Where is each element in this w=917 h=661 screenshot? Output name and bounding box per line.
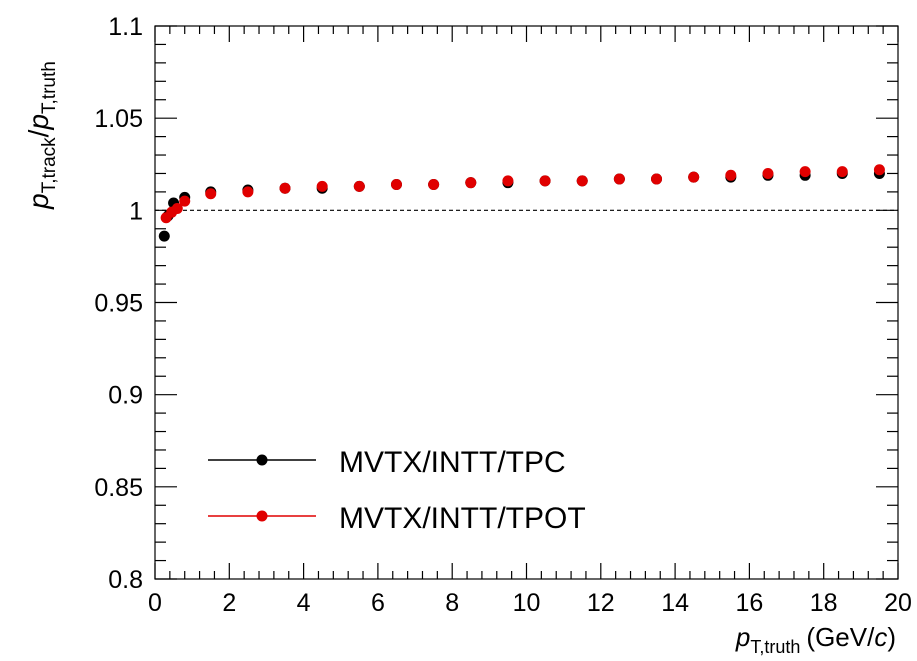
data-point — [799, 166, 811, 178]
data-point — [158, 230, 170, 242]
x-tick-label: 6 — [371, 589, 385, 617]
legend-marker-series-0 — [256, 454, 268, 466]
y-tick-label: 0.95 — [94, 290, 143, 318]
data-point — [539, 175, 551, 187]
x-tick-label: 16 — [735, 589, 763, 617]
x-label-unit-post: ) — [887, 622, 896, 652]
x-tick-label: 8 — [445, 589, 459, 617]
x-tick-label: 0 — [148, 589, 162, 617]
y-tick-label: 0.9 — [108, 382, 143, 410]
data-point — [353, 180, 365, 192]
data-point — [428, 179, 440, 191]
plot-frame — [154, 25, 899, 580]
data-point — [316, 180, 328, 192]
data-point — [836, 166, 848, 178]
data-point — [651, 173, 663, 185]
axis-ticks — [154, 25, 899, 580]
series-layer — [158, 164, 885, 242]
data-point — [688, 171, 700, 183]
x-tick-label: 12 — [587, 589, 615, 617]
x-label-sym: p — [735, 622, 750, 652]
data-point — [179, 195, 191, 207]
y-label-sym1: p — [23, 193, 54, 210]
data-point — [725, 169, 737, 181]
legend-marker-series-1 — [256, 510, 268, 522]
legend: MVTX/INTT/TPC MVTX/INTT/TPOT — [208, 446, 586, 535]
x-label-sub: T,truth — [750, 637, 800, 657]
x-tick-label: 10 — [513, 589, 541, 617]
y-axis-label: pT,track/pT,truth — [23, 61, 60, 210]
data-point — [613, 173, 625, 185]
y-label-sub1: T,track — [39, 137, 60, 193]
y-label-sym2: p — [23, 114, 54, 131]
x-label-unit-pre: (GeV/ — [806, 622, 875, 652]
data-point — [502, 175, 514, 187]
x-tick-label: 14 — [661, 589, 689, 617]
data-point — [762, 167, 774, 179]
tick-labels: 0 2 4 6 8 10 12 14 16 18 20 0.8 0.85 0.9 0.95 1 1.05 1.1 — [94, 13, 912, 617]
series-1 — [160, 164, 885, 224]
data-point — [171, 202, 183, 214]
x-label-unit-c: c — [874, 622, 887, 652]
series-0 — [158, 167, 885, 242]
x-axis-label: pT,truth (GeV/c) — [735, 622, 896, 657]
legend-label-series-1: MVTX/INTT/TPOT — [339, 502, 586, 535]
y-label-sub2: T,truth — [39, 61, 60, 114]
x-tick-label: 2 — [222, 589, 236, 617]
data-point — [205, 188, 217, 200]
y-tick-label: 1.1 — [108, 13, 143, 41]
y-tick-label: 1.05 — [94, 105, 143, 133]
data-point — [576, 175, 588, 187]
y-tick-label: 1 — [129, 197, 143, 225]
data-point — [873, 164, 885, 176]
y-tick-label: 0.85 — [94, 474, 143, 502]
data-point — [279, 182, 291, 194]
y-label-slash: / — [23, 129, 54, 137]
data-point — [390, 179, 402, 191]
data-point — [242, 186, 254, 198]
x-tick-label: 20 — [884, 589, 912, 617]
y-tick-label: 0.8 — [108, 566, 143, 594]
legend-label-series-0: MVTX/INTT/TPC — [339, 446, 566, 479]
data-point — [465, 177, 477, 189]
x-tick-label: 4 — [297, 589, 311, 617]
x-tick-label: 18 — [810, 589, 838, 617]
